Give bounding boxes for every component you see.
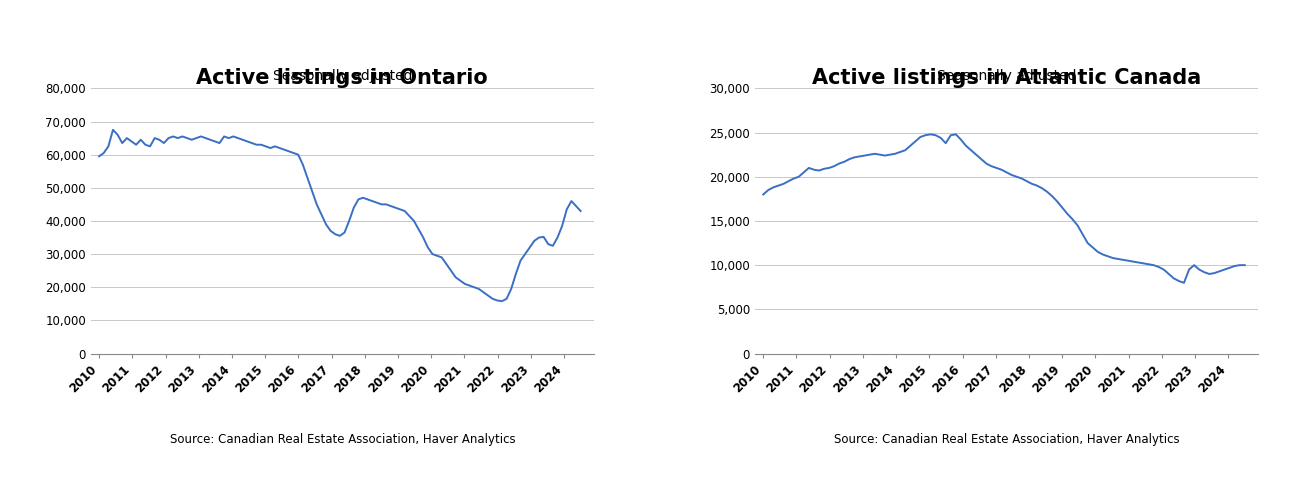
- Title: Active listings in Ontario: Active listings in Ontario: [196, 68, 488, 88]
- Text: Seasonally adjusted: Seasonally adjusted: [936, 69, 1077, 83]
- Text: Source: Canadian Real Estate Association, Haver Analytics: Source: Canadian Real Estate Association…: [834, 433, 1179, 446]
- Title: Active listings in Atlantic Canada: Active listings in Atlantic Canada: [812, 68, 1201, 88]
- Text: Seasonally adjusted: Seasonally adjusted: [272, 69, 412, 83]
- Text: Source: Canadian Real Estate Association, Haver Analytics: Source: Canadian Real Estate Association…: [170, 433, 515, 446]
